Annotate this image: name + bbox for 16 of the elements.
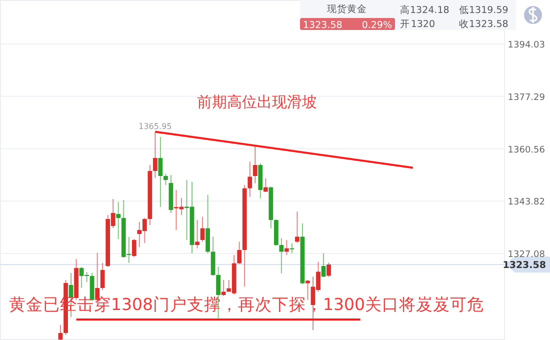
annotation: 前期高位出现滑坡	[197, 93, 317, 111]
annotation: 1320	[410, 19, 435, 30]
chart-title: 现货黄金	[327, 4, 367, 15]
annotation: 1365.95	[138, 122, 172, 131]
price-tag: 1323.58	[502, 256, 550, 272]
annotation: 高1324.18	[400, 4, 450, 16]
annotation: 开	[400, 19, 410, 30]
y-tick-label: 1377.29	[508, 92, 546, 103]
annotation: 1323.58	[303, 20, 342, 31]
annotation: 0.29%	[362, 20, 392, 31]
y-tick-label: 1394.03	[508, 40, 545, 51]
y-tick-label: 1343.82	[508, 198, 545, 208]
annotation: 低1319.59	[459, 5, 508, 16]
ref-line-label: 1323.58	[502, 260, 546, 272]
annotation: 收1323.58	[459, 19, 508, 30]
y-tick-label: 1360.56	[508, 145, 546, 156]
